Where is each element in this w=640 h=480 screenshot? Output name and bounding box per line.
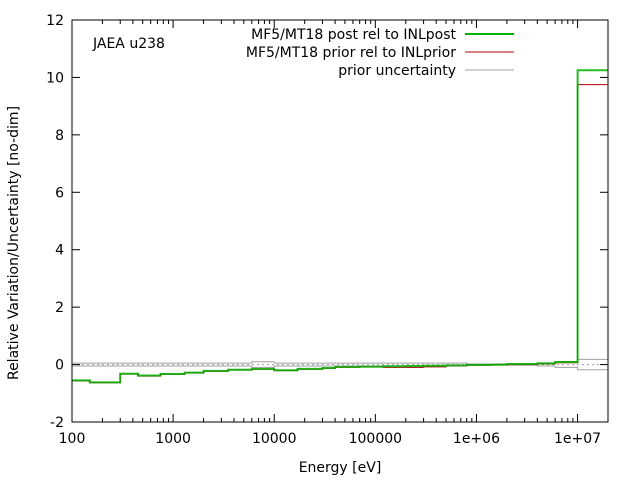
x-tick-label: 100 — [59, 431, 86, 447]
ticks-layer: 100 1000 10000 100000 1e+06 1e+07 -2 0 2 4 6 8 10 12 — [46, 13, 609, 447]
y-tick-label: 10 — [46, 70, 64, 86]
y-tick-label: -2 — [50, 415, 64, 431]
legend-label: prior uncertainty — [338, 63, 456, 79]
y-tick-label: 6 — [55, 185, 64, 201]
legend-label: MF5/MT18 prior rel to INLprior — [246, 45, 456, 61]
x-axis-label: Energy [eV] — [299, 460, 382, 476]
chart-annotation: JAEA u238 — [92, 36, 165, 52]
plot-frame — [71, 19, 609, 423]
y-tick-label: 2 — [55, 300, 64, 316]
x-tick-label: 1e+06 — [453, 431, 500, 447]
y-tick-label: 0 — [55, 358, 64, 374]
y-tick-label: 4 — [55, 243, 64, 259]
series-line-post — [72, 69, 608, 384]
x-tick-label: 100000 — [349, 431, 402, 447]
y-axis-label: Relative Variation/Uncertainty [no-dim] — [6, 106, 22, 380]
x-tick-label: 1e+07 — [554, 431, 601, 447]
legend-label: MF5/MT18 post rel to INLpost — [251, 27, 456, 43]
x-tick-label: 1000 — [155, 431, 191, 447]
y-tick-label: 12 — [46, 13, 64, 29]
legend: MF5/MT18 post rel to INLpost MF5/MT18 pri… — [246, 27, 514, 79]
series-layer — [72, 69, 608, 384]
x-tick-label: 10000 — [252, 431, 297, 447]
y-tick-label: 8 — [55, 128, 64, 144]
